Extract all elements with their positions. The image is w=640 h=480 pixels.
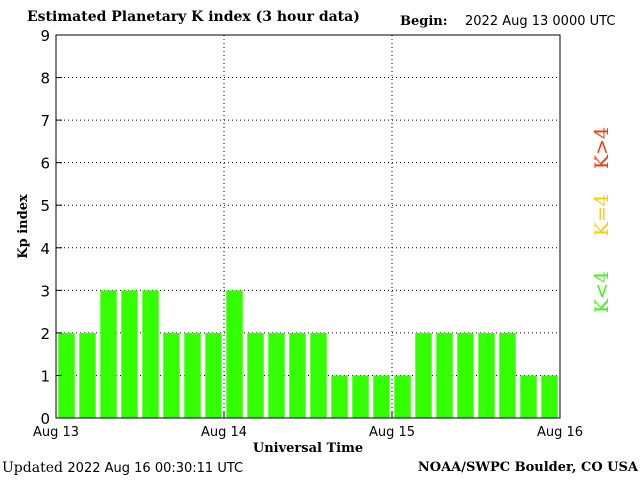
x-tick-label: Aug 14 [201,425,247,440]
kp-bar [478,332,495,418]
y-tick-label: 9 [40,27,50,45]
y-tick-label: 1 [40,367,50,385]
y-tick-label: 3 [40,282,50,300]
x-tick-label: Aug 16 [537,425,583,440]
plot-frame [55,34,561,419]
kp-bar [457,332,474,418]
updated-label: Updated [2,460,63,476]
kp-chart: 0 1 2 3 4 5 6 7 8 9 Aug 13 Aug 14 Aug 15 Aug 16 Kp i… [16,27,613,456]
legend-entry: K=4 [591,194,613,236]
updated-value: 2022 Aug 16 00:30:11 UTC [67,461,244,476]
kp-bar [100,290,117,418]
y-tick-label: 2 [40,325,50,343]
kp-bar [58,332,75,418]
y-tick-label: 0 [40,410,50,428]
kp-bar [184,332,201,418]
kp-bar [331,375,348,418]
kp-bar [436,332,453,418]
x-tick-label: Aug 13 [33,425,79,440]
source-text: NOAA/SWPC Boulder, CO USA [417,460,638,475]
kp-bar [499,332,516,418]
legend-entry: K>4 [591,127,613,169]
kp-bar [541,375,558,418]
kp-bar [205,332,222,418]
y-tick-label: 8 [40,70,50,88]
y-tick-label: 4 [40,240,50,258]
kp-bar [247,332,264,418]
x-tick-label: Aug 15 [369,425,415,440]
kp-bar [268,332,285,418]
y-tick-label: 6 [40,155,50,173]
chart-title: Estimated Planetary K index (3 hour data… [27,9,360,25]
kp-bar [163,332,180,418]
kp-bar [394,375,411,418]
kp-bar [415,332,432,418]
x-axis-label: Universal Time [253,441,363,456]
kp-bar [310,332,327,418]
kp-bar [226,290,243,418]
kp-bar [373,375,390,418]
y-tick-label: 5 [40,197,50,215]
kp-bar [79,332,96,418]
kp-bar [142,290,159,418]
kp-bar [289,332,306,418]
legend-entry: K<4 [591,271,613,313]
y-tick-label: 7 [40,112,50,130]
kp-bar [121,290,138,418]
begin-value: 2022 Aug 13 0000 UTC [465,14,616,29]
kp-bar [352,375,369,418]
y-axis-label: Kp index [16,194,31,259]
updated-text: Updated 2022 Aug 16 00:30:11 UTC [2,460,243,476]
kp-bar [520,375,537,418]
begin-label: Begin: [400,14,448,29]
